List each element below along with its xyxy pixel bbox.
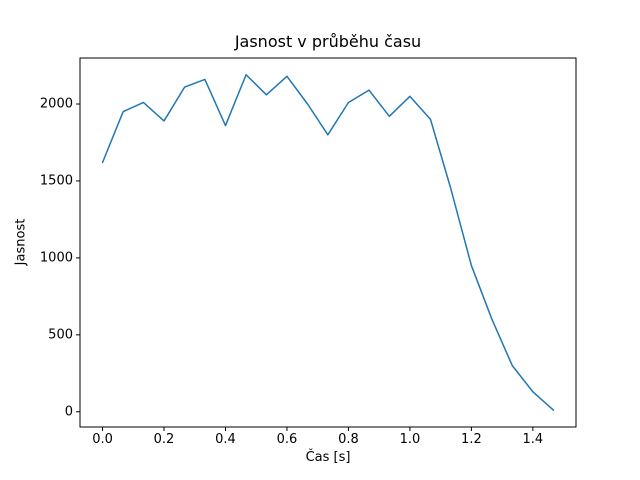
y-tick-label: 1500: [39, 173, 73, 189]
y-tick-label: 0: [64, 404, 73, 420]
y-tick-label: 1000: [39, 250, 73, 266]
y-tick-label: 500: [48, 327, 73, 343]
x-axis-label: Čas [s]: [305, 450, 351, 465]
x-tick-label: 0.2: [153, 432, 175, 447]
x-tick-label: 0.6: [276, 432, 298, 447]
y-tick-label: 2000: [39, 96, 73, 112]
x-tick-label: 0.4: [215, 432, 236, 447]
x-tick-label: 1.2: [461, 432, 482, 447]
chart-title: Jasnost v průběhu času: [234, 32, 422, 51]
x-tick-label: 0.8: [338, 432, 359, 447]
axes-spines: [79, 57, 577, 428]
data-line: [101, 74, 555, 411]
y-axis-label: Jasnost: [13, 218, 29, 266]
x-tick-label: 0.0: [92, 432, 113, 447]
x-tick-label: 1.0: [399, 432, 421, 447]
x-tick-label: 1.4: [522, 432, 544, 447]
